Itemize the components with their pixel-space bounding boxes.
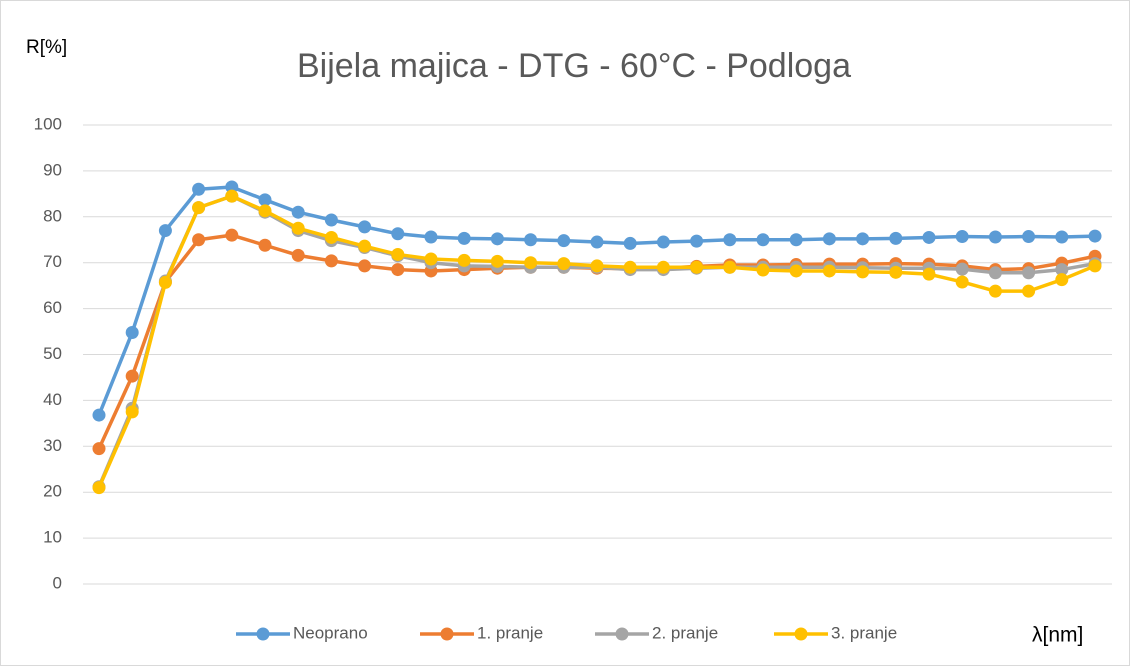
- data-point: [1055, 263, 1069, 277]
- data-point: [822, 232, 836, 246]
- data-point: [457, 253, 471, 267]
- data-point: [922, 230, 936, 244]
- data-point: [590, 235, 604, 249]
- data-point: [192, 233, 206, 247]
- data-point: [524, 233, 538, 247]
- data-point: [1022, 230, 1036, 244]
- data-point: [1022, 284, 1036, 298]
- data-point: [424, 252, 438, 266]
- y-tick-label: 80: [43, 206, 62, 225]
- data-point: [656, 235, 670, 249]
- data-point: [125, 369, 139, 383]
- data-point: [1055, 273, 1069, 287]
- data-point: [258, 204, 272, 218]
- data-point: [856, 232, 870, 246]
- data-point: [524, 256, 538, 270]
- data-point: [490, 254, 504, 268]
- data-point: [158, 224, 172, 238]
- data-point: [889, 265, 903, 279]
- y-tick-label: 100: [34, 114, 62, 133]
- y-tick-label: 10: [43, 528, 62, 547]
- y-axis-label: R[%]: [26, 37, 67, 58]
- y-tick-label: 40: [43, 390, 62, 409]
- legend-label: 1. pranje: [477, 623, 543, 642]
- data-point: [158, 275, 172, 289]
- data-point: [291, 221, 305, 235]
- y-tick-label: 30: [43, 436, 62, 455]
- data-point: [258, 193, 272, 207]
- data-point: [324, 254, 338, 268]
- data-point: [822, 264, 836, 278]
- legend-marker: [440, 627, 454, 641]
- data-point: [922, 267, 936, 281]
- y-tick-label: 70: [43, 252, 62, 271]
- data-point: [92, 481, 106, 495]
- data-point: [424, 230, 438, 244]
- data-point: [358, 220, 372, 234]
- data-point: [690, 234, 704, 248]
- data-point: [756, 263, 770, 277]
- data-point: [125, 405, 139, 419]
- data-point: [1055, 230, 1069, 244]
- data-point: [324, 213, 338, 227]
- data-point: [623, 260, 637, 274]
- data-point: [225, 228, 239, 242]
- data-point: [889, 231, 903, 245]
- data-point: [656, 260, 670, 274]
- data-point: [988, 266, 1002, 280]
- data-point: [789, 264, 803, 278]
- data-point: [955, 275, 969, 289]
- data-point: [690, 260, 704, 274]
- x-axis-label: λ[nm]: [1032, 624, 1083, 647]
- y-tick-label: 20: [43, 482, 62, 501]
- data-point: [856, 265, 870, 279]
- data-point: [955, 262, 969, 276]
- data-point: [557, 257, 571, 271]
- data-point: [756, 233, 770, 247]
- data-point: [391, 247, 405, 261]
- data-point: [291, 248, 305, 262]
- data-point: [1088, 259, 1102, 273]
- data-point: [490, 232, 504, 246]
- data-point: [723, 233, 737, 247]
- legend-marker: [615, 627, 629, 641]
- data-point: [723, 260, 737, 274]
- data-point: [358, 259, 372, 273]
- legend-marker: [256, 627, 270, 641]
- data-point: [291, 205, 305, 219]
- data-point: [623, 236, 637, 250]
- data-point: [988, 284, 1002, 298]
- data-point: [557, 234, 571, 248]
- legend-marker: [794, 627, 808, 641]
- data-point: [358, 239, 372, 253]
- data-point: [192, 182, 206, 196]
- data-point: [391, 227, 405, 241]
- data-point: [324, 230, 338, 244]
- data-point: [1022, 266, 1036, 280]
- data-point: [955, 230, 969, 244]
- data-point: [457, 231, 471, 245]
- chart-title: Bijela majica - DTG - 60°C - Podloga: [297, 47, 851, 85]
- data-point: [192, 201, 206, 215]
- data-point: [590, 259, 604, 273]
- y-tick-label: 60: [43, 298, 62, 317]
- y-tick-label: 50: [43, 344, 62, 363]
- data-point: [125, 325, 139, 339]
- legend-label: 2. pranje: [652, 623, 718, 642]
- data-point: [225, 180, 239, 194]
- legend-label: Neoprano: [293, 623, 368, 642]
- data-point: [1088, 229, 1102, 243]
- data-point: [988, 230, 1002, 244]
- data-point: [789, 233, 803, 247]
- legend-label: 3. pranje: [831, 623, 897, 642]
- data-point: [391, 263, 405, 277]
- data-point: [258, 238, 272, 252]
- data-point: [92, 408, 106, 422]
- y-tick-label: 90: [43, 160, 62, 179]
- data-point: [225, 189, 239, 203]
- data-point: [92, 442, 106, 456]
- y-tick-label: 0: [53, 573, 62, 592]
